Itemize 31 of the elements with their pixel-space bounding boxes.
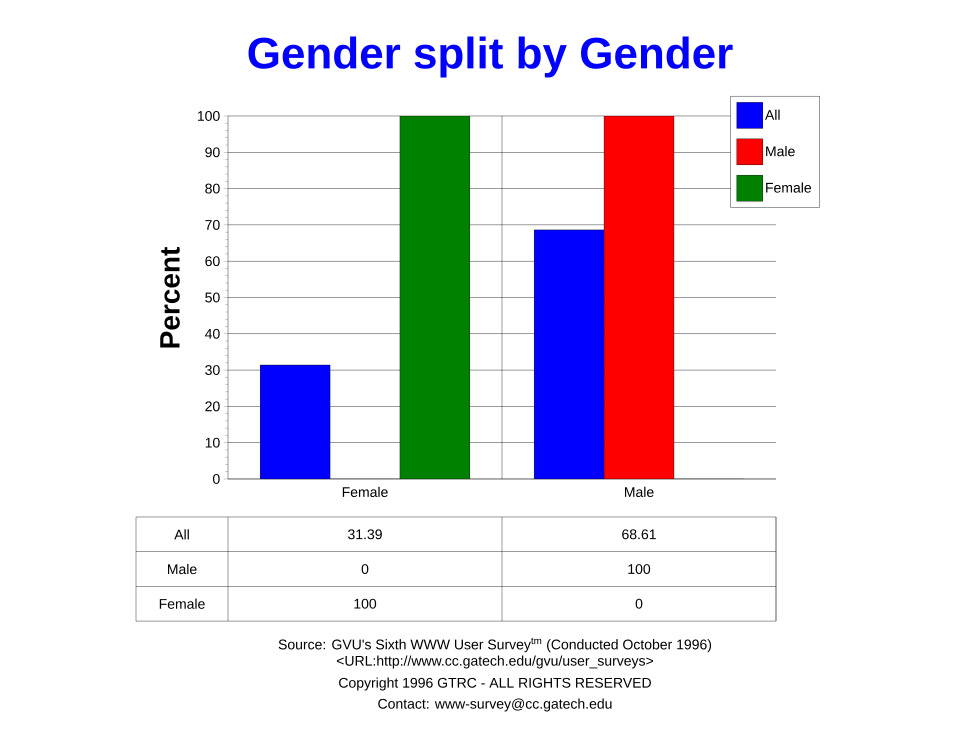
y-axis-title: Percent [160, 246, 180, 348]
bar [400, 116, 470, 479]
y-tick-label: 50 [205, 292, 220, 302]
y-tick-label: 100 [198, 111, 220, 121]
text: Male [168, 564, 197, 574]
y-tick-label: 0 [212, 474, 220, 484]
data-label: 0 [362, 564, 368, 574]
y-tick-label: 80 [205, 184, 220, 194]
data-label: 31.39 [348, 529, 382, 540]
data-label: 100 [628, 564, 650, 574]
data-label: 100 [354, 598, 376, 609]
legend-label: Male [766, 146, 795, 156]
data-label: 68.61 [622, 529, 656, 540]
y-tick-label: 40 [204, 328, 220, 339]
y-tick-label: 10 [206, 438, 220, 448]
legend-label: Female [766, 182, 812, 193]
y-tick-label: 90 [205, 147, 220, 158]
bar [604, 116, 674, 479]
y-tick-label: 20 [205, 401, 220, 412]
source-note: Source: GVU's Sixth WWW User Survey$^{tm}$ (Conducted October 1996) [278, 638, 712, 652]
chart-title: Gender split by Gender [248, 36, 733, 78]
text: Copyright 1996 GTRC - ALL RIGHTS RESERVED [339, 677, 651, 691]
text: All [174, 529, 189, 540]
y-tick-label: 30 [205, 365, 220, 376]
y-tick-label: 60 [205, 256, 220, 266]
text: Contact: www-survey@cc.gatech.edu [378, 698, 612, 712]
text: Female [160, 598, 205, 609]
data-label: 0 [636, 598, 642, 609]
text: <URL:http://www.cc.gatech.edu/gvu/user_surveys> [336, 655, 654, 669]
y-tick-label: 70 [205, 220, 220, 230]
legend-label: All [765, 110, 780, 120]
